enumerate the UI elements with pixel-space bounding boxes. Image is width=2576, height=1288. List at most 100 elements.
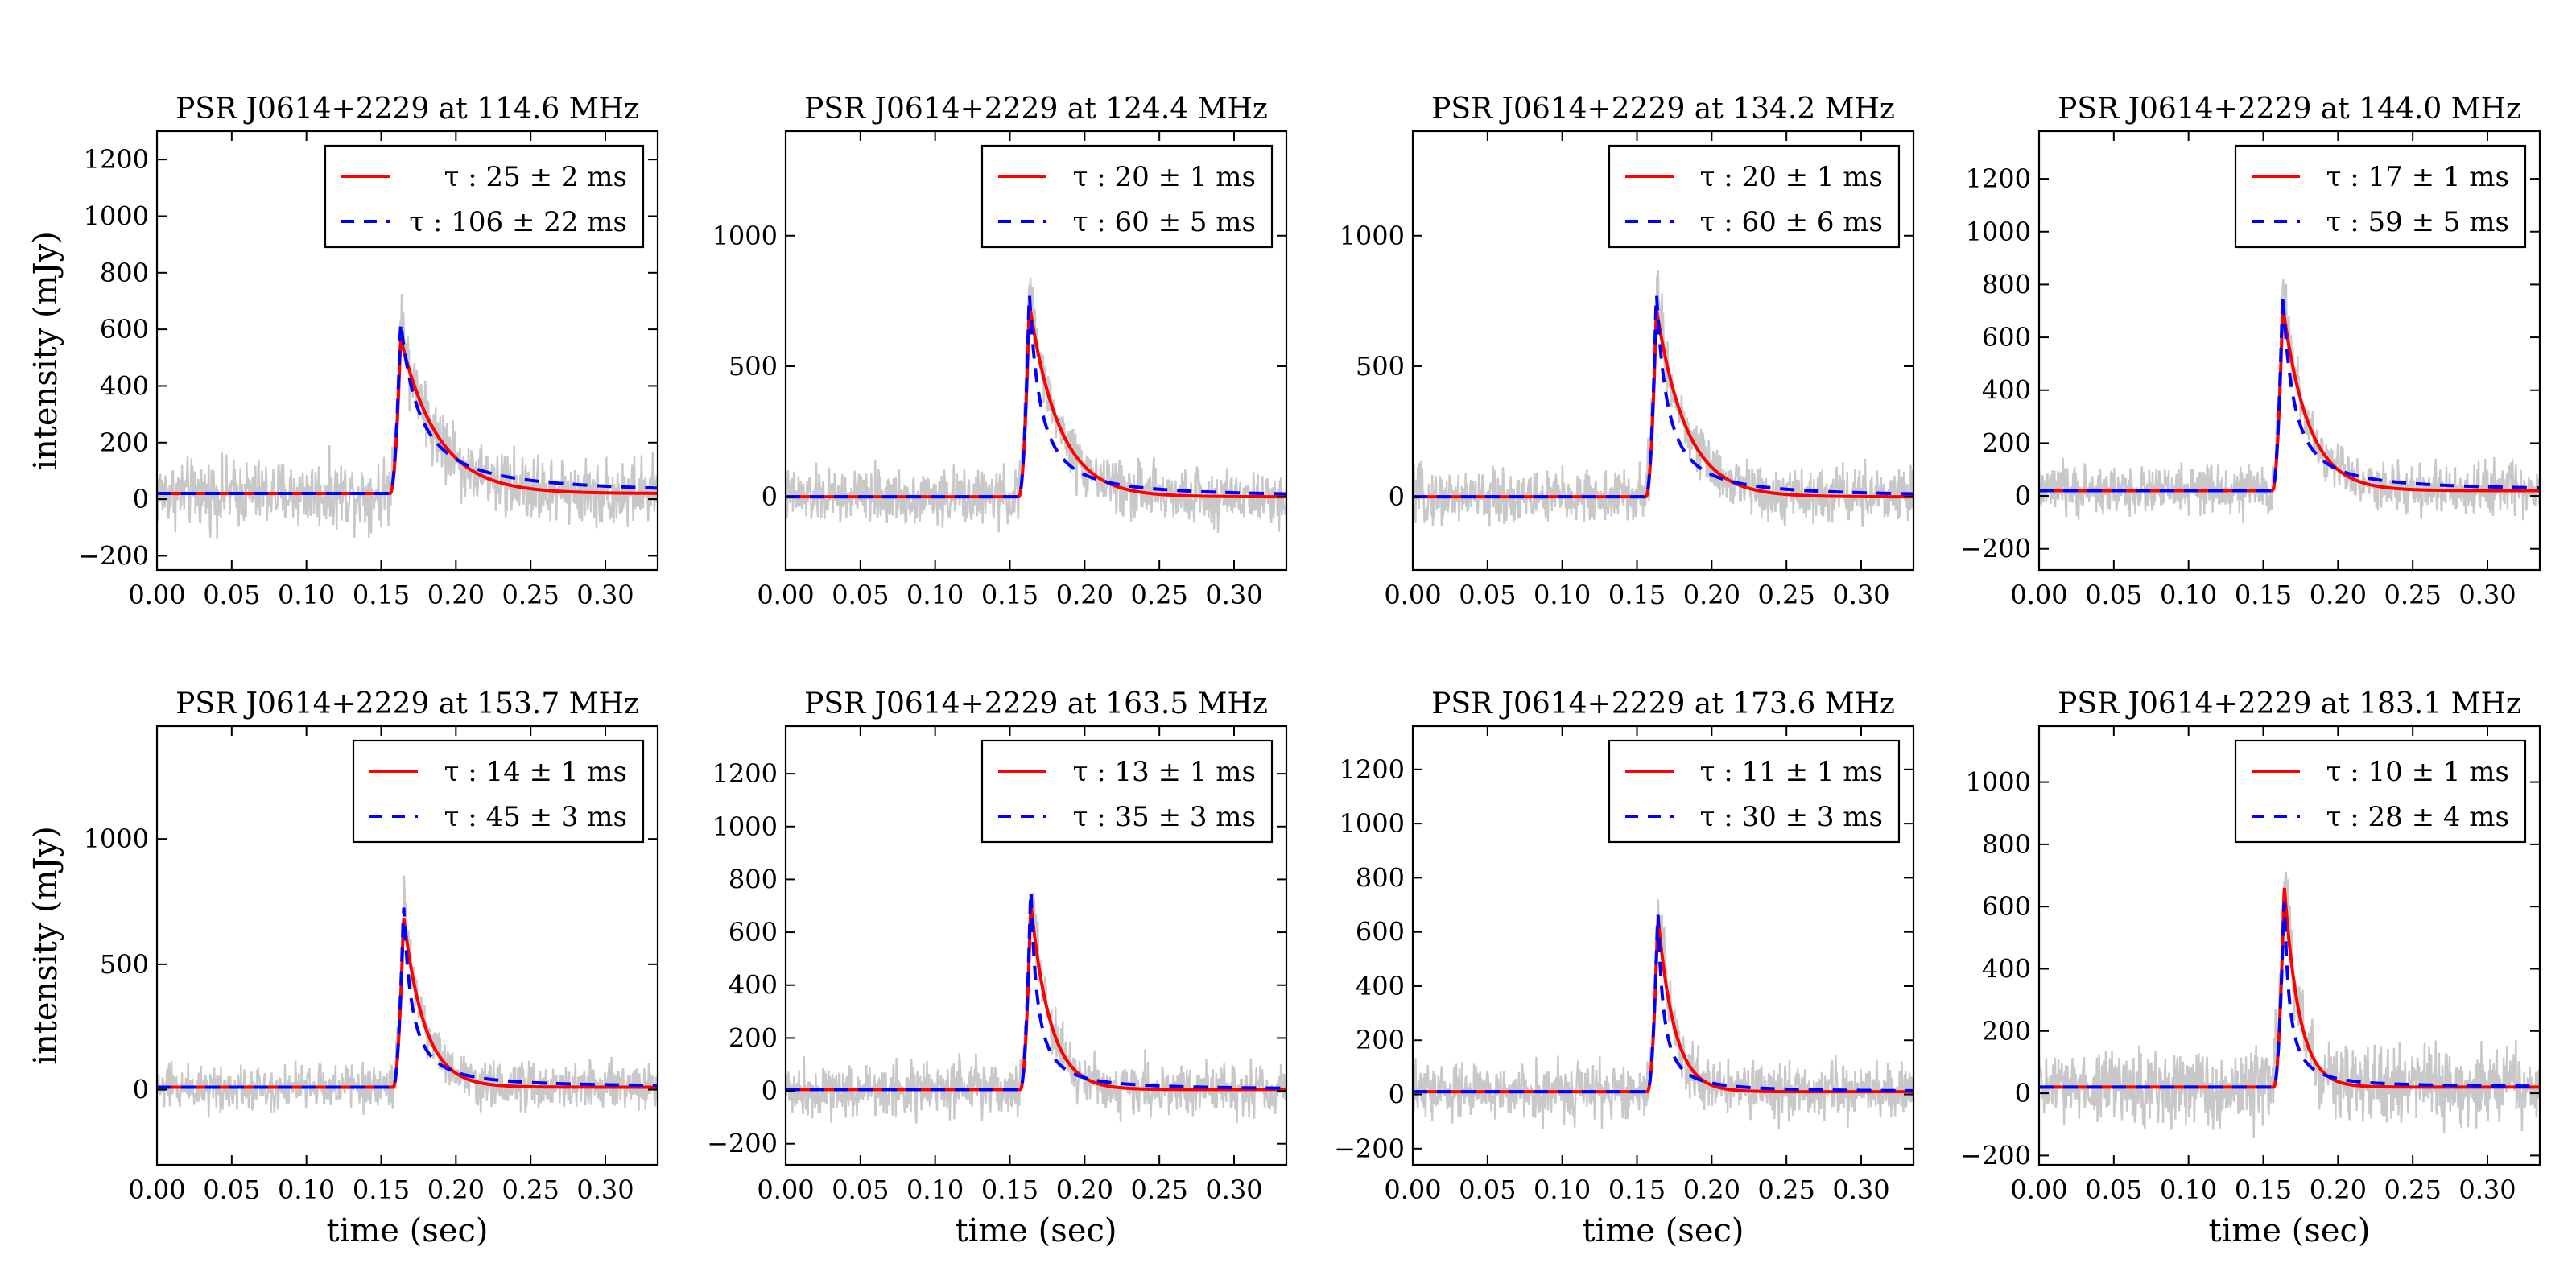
legend-box [1608, 144, 1901, 249]
x-tick-label: 0.05 [203, 580, 260, 610]
x-tick-label: 0.15 [2235, 1174, 2292, 1205]
x-tick-label: 0.25 [1131, 1174, 1188, 1205]
y-tick-label: 0 [1389, 1080, 1405, 1110]
data-trace [1413, 899, 1913, 1129]
x-tick-label: 0.10 [1534, 1174, 1591, 1205]
legend-label: τ : 35 ± 3 ms [1073, 801, 1256, 833]
legend-label: τ : 25 ± 2 ms [444, 161, 627, 193]
panel-title: PSR J0614+2229 at 153.7 MHz [175, 687, 639, 720]
y-tick-label: 400 [1982, 375, 2031, 406]
y-tick-label: 800 [729, 864, 778, 894]
x-tick-label: 0.15 [353, 580, 410, 610]
axes-frame [155, 724, 659, 1166]
fit-exp-line [786, 305, 1286, 499]
y-tick-label: 600 [100, 314, 149, 345]
x-tick-label: 0.30 [1205, 1174, 1262, 1205]
x-tick-label: 0.00 [2010, 580, 2067, 610]
legend-box [1608, 739, 1901, 844]
data-trace [2039, 279, 2540, 524]
y-tick-label: 800 [1982, 269, 2031, 299]
y-tick-label: 200 [729, 1022, 778, 1053]
x-tick-label: 0.10 [278, 1174, 335, 1205]
panel-title: PSR J0614+2229 at 124.4 MHz [804, 93, 1268, 126]
x-tick-label: 0.05 [2085, 580, 2142, 610]
x-axis-label: time (sec) [1583, 1212, 1744, 1249]
x-tick-label: 0.25 [502, 1174, 559, 1205]
x-tick-label: 0.00 [128, 580, 185, 610]
x-axis-label: time (sec) [327, 1212, 489, 1249]
y-tick-label: 800 [1356, 862, 1405, 893]
x-tick-label: 0.10 [2160, 580, 2217, 610]
plot-area [157, 875, 658, 1118]
y-tick-label: 600 [1982, 322, 2031, 353]
y-tick-label: 0 [2015, 1078, 2031, 1108]
legend: τ : 11 ± 1 ms τ : 30 ± 3 ms [1608, 739, 1901, 844]
x-tick-label: 0.15 [981, 1174, 1038, 1205]
y-tick-label: 200 [1982, 427, 2031, 458]
y-tick-label: 400 [1356, 971, 1405, 1001]
x-tick-label: 0.05 [203, 1174, 260, 1205]
y-tick-label: 400 [100, 370, 149, 401]
x-tick-label: 0.00 [1384, 580, 1441, 610]
y-tick-label: 1200 [712, 758, 778, 789]
data-trace [786, 277, 1286, 534]
x-tick-label: 0.00 [2010, 1174, 2067, 1205]
x-tick-label: 0.30 [2458, 1174, 2516, 1205]
plot-area [2039, 279, 2540, 524]
plot-area [2039, 871, 2540, 1138]
y-tick-label: −200 [78, 540, 149, 571]
x-tick-label: 0.20 [427, 580, 485, 610]
fit-exp-line [1413, 310, 1913, 499]
y-tick-label: 0 [133, 1075, 149, 1105]
plot-area [786, 277, 1286, 534]
panel-title: PSR J0614+2229 at 114.6 MHz [175, 93, 639, 126]
legend-label: τ : 59 ± 5 ms [2326, 206, 2509, 238]
legend-label: τ : 11 ± 1 ms [1700, 756, 1883, 788]
x-tick-label: 0.15 [981, 580, 1038, 610]
y-tick-label: 600 [729, 917, 778, 947]
y-axis-label: intensity (mJy) [27, 231, 64, 470]
x-tick-label: 0.30 [1205, 580, 1262, 610]
plot-area [157, 293, 658, 539]
x-tick-label: 0.15 [2235, 580, 2292, 610]
x-tick-label: 0.20 [1683, 1174, 1740, 1205]
y-tick-label: 500 [729, 351, 778, 382]
y-tick-label: 1000 [1966, 767, 2031, 798]
y-tick-label: 200 [100, 427, 149, 458]
legend-box [324, 144, 645, 249]
fit-pow-line [2039, 902, 2540, 1089]
x-tick-label: 0.20 [1056, 1174, 1113, 1205]
plot-area [1413, 270, 1913, 528]
legend-label: τ : 28 ± 4 ms [2326, 801, 2509, 833]
x-tick-label: 0.05 [1459, 580, 1516, 610]
legend-label: τ : 10 ± 1 ms [2326, 756, 2509, 788]
legend-box [2234, 144, 2527, 249]
data-trace [157, 293, 658, 539]
y-tick-label: 0 [1389, 481, 1405, 512]
x-tick-label: 0.10 [2160, 1174, 2217, 1205]
x-tick-label: 0.00 [757, 1174, 814, 1205]
x-tick-label: 0.20 [1683, 580, 1740, 610]
legend-label: τ : 30 ± 3 ms [1700, 801, 1883, 833]
plot-area [786, 891, 1286, 1124]
x-axis-label: time (sec) [2209, 1212, 2371, 1249]
axes-frame [1411, 724, 1915, 1166]
y-tick-label: 1200 [84, 144, 149, 175]
x-tick-label: 0.25 [1758, 1174, 1815, 1205]
legend-label: τ : 13 ± 1 ms [1073, 756, 1256, 788]
legend-label: τ : 45 ± 3 ms [444, 801, 627, 833]
legend-box [980, 739, 1274, 844]
panel-8: 0.00 0.05 0.10 0.15 0.20 0.25 0.30 −200 0 200 400 6… [1960, 687, 2541, 1249]
panel-1: 0.00 0.05 0.10 0.15 0.20 0.25 0.30 −200 0 200 400 6… [27, 93, 659, 610]
legend: τ : 25 ± 2 ms τ : 106 ± 22 ms [324, 144, 645, 249]
x-tick-label: 0.25 [2384, 580, 2442, 610]
y-tick-label: 1000 [712, 221, 778, 251]
y-tick-label: 800 [100, 258, 149, 288]
y-tick-label: 1200 [1966, 163, 2031, 194]
axes-frame [2037, 130, 2541, 572]
y-axis-label: intensity (mJy) [27, 826, 64, 1065]
x-tick-label: 0.30 [2458, 580, 2516, 610]
panel-title: PSR J0614+2229 at 173.6 MHz [1431, 687, 1895, 720]
data-trace [1413, 270, 1913, 528]
